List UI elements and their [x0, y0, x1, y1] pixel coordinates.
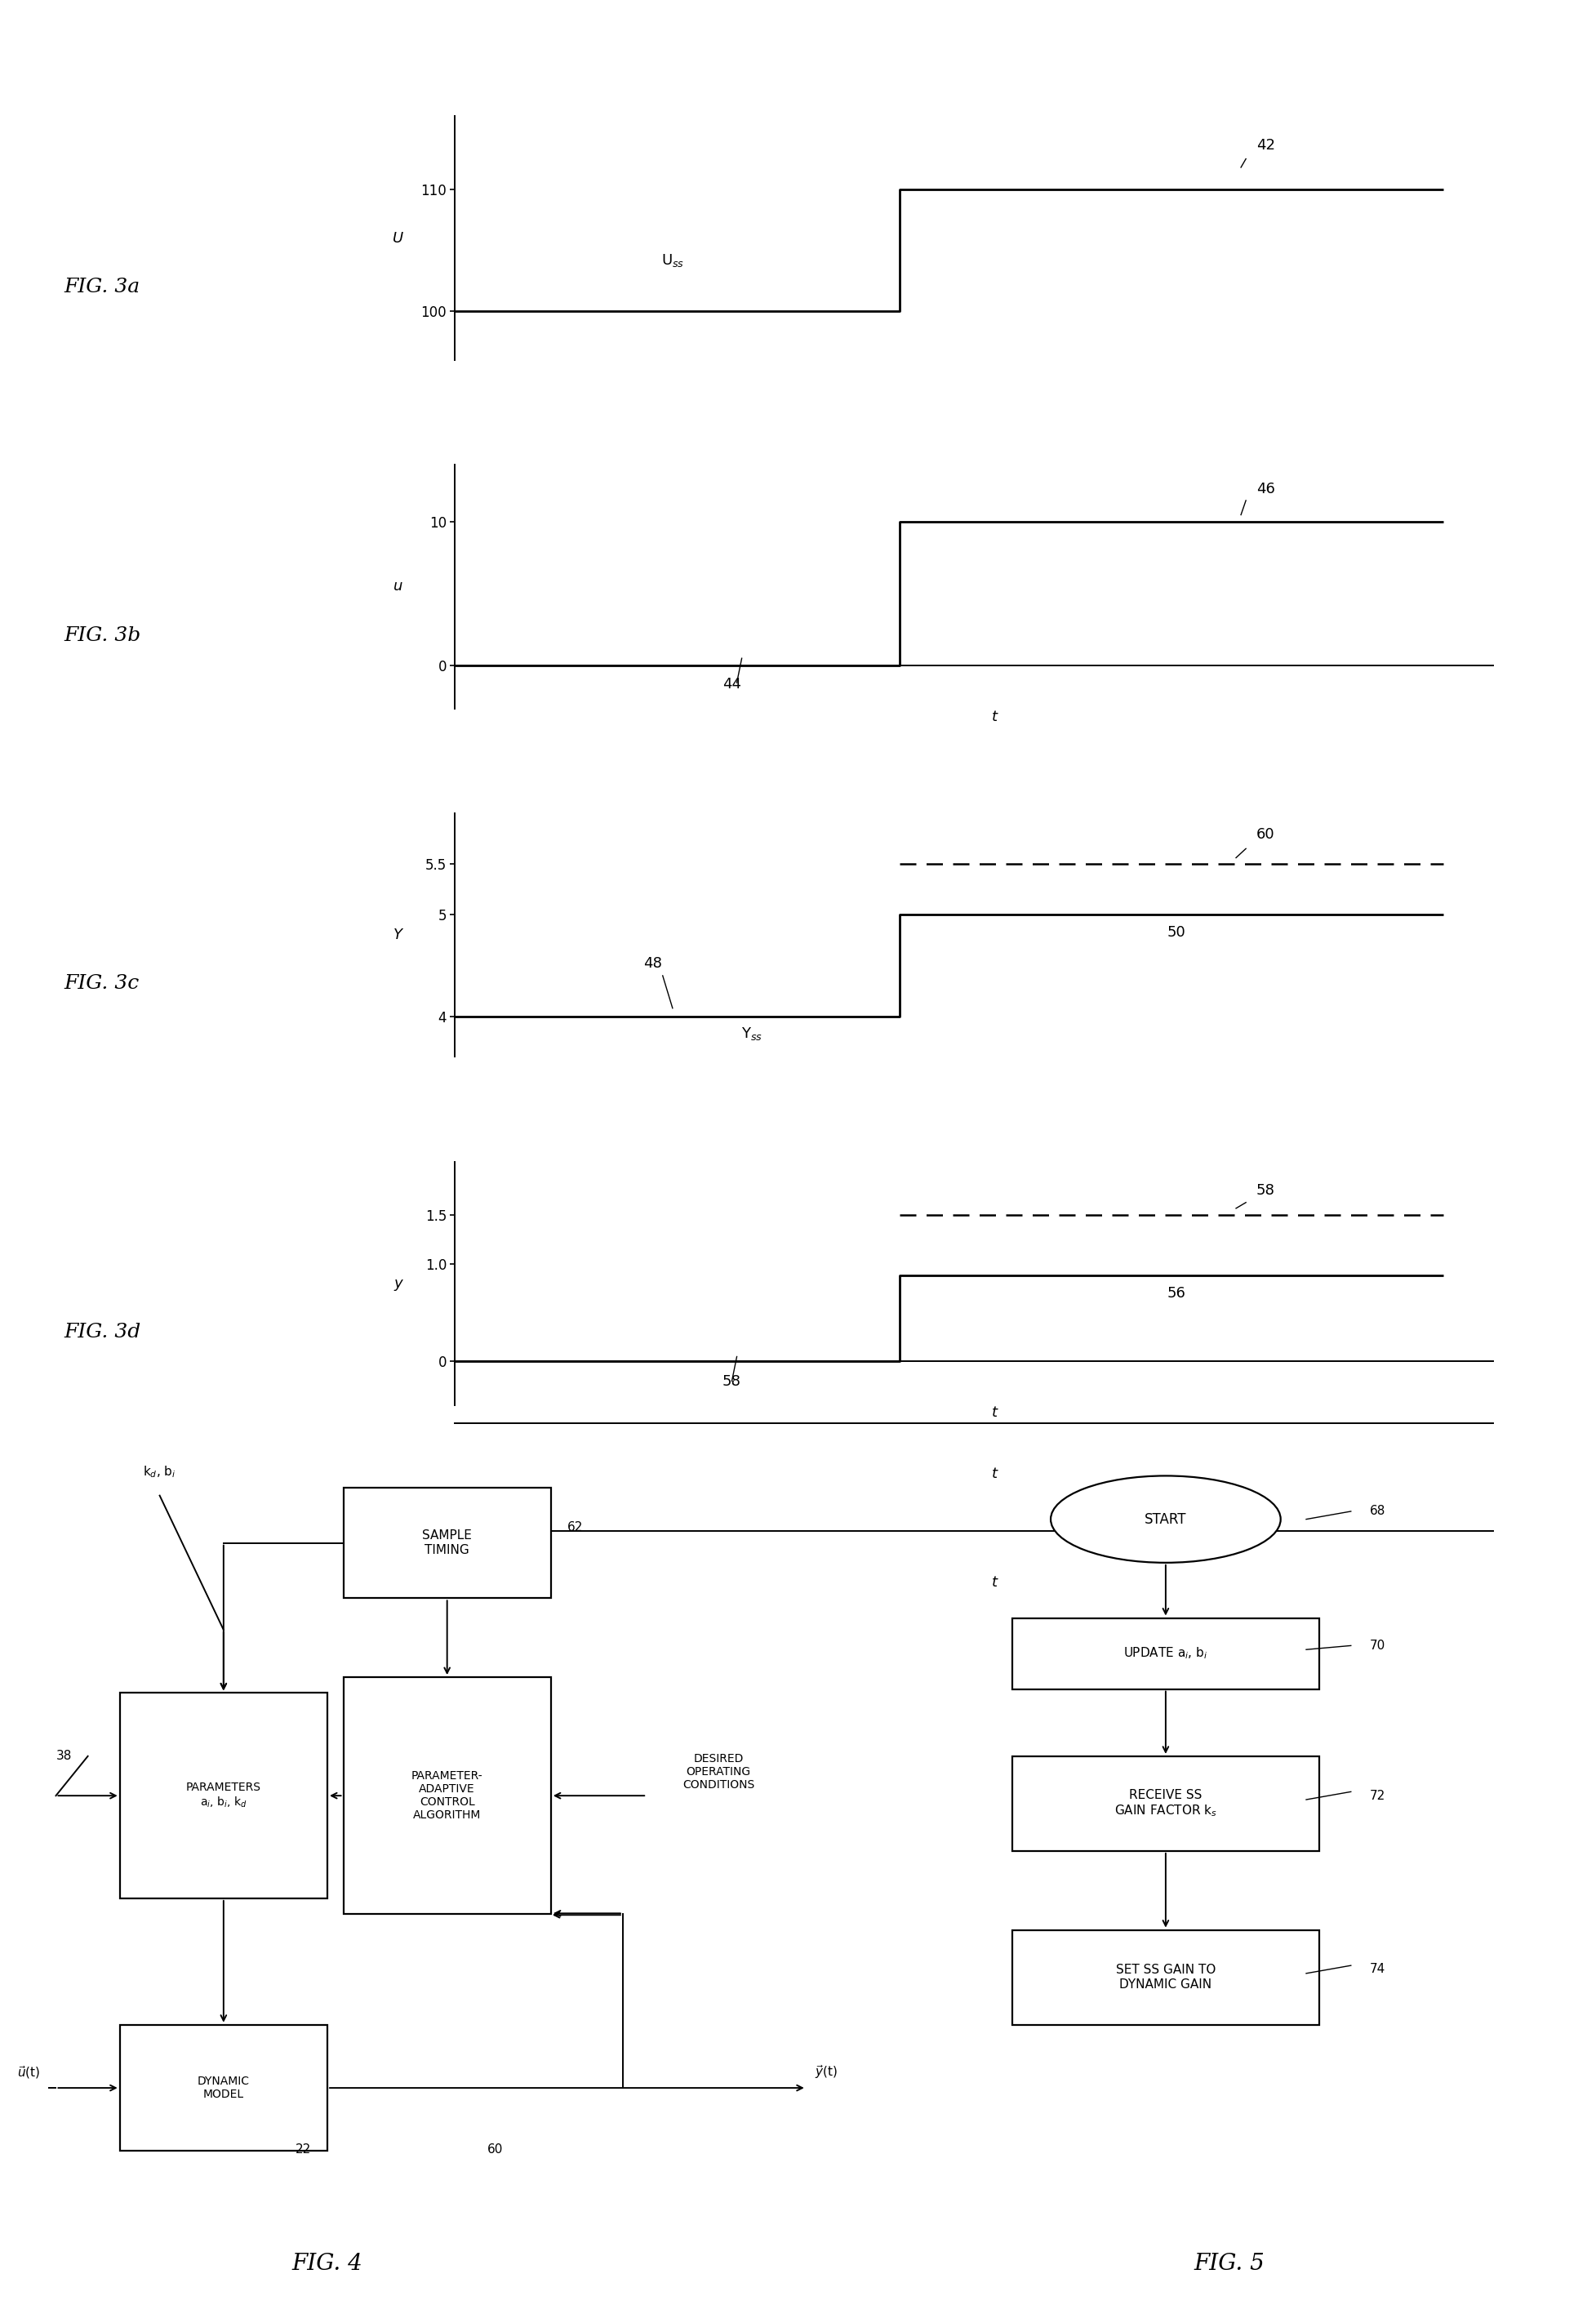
- Text: FIG. 4: FIG. 4: [292, 2253, 362, 2274]
- Text: $\vec{u}$(t): $\vec{u}$(t): [18, 2063, 40, 2081]
- Text: SET SS GAIN TO
DYNAMIC GAIN: SET SS GAIN TO DYNAMIC GAIN: [1116, 1965, 1215, 1991]
- Text: 68: 68: [1369, 1505, 1385, 1517]
- Text: 60: 60: [487, 2144, 503, 2156]
- Text: y: y: [394, 1275, 402, 1292]
- Text: DESIRED
OPERATING
CONDITIONS: DESIRED OPERATING CONDITIONS: [681, 1754, 755, 1791]
- Text: 62: 62: [567, 1522, 583, 1533]
- Text: 74: 74: [1369, 1963, 1385, 1975]
- Text: t: t: [991, 1466, 998, 1482]
- Text: t: t: [991, 709, 998, 725]
- Text: 48: 48: [643, 955, 662, 971]
- Text: 44: 44: [721, 676, 741, 692]
- Text: u: u: [393, 578, 402, 595]
- Text: FIG. 3a: FIG. 3a: [64, 276, 140, 297]
- Text: START: START: [1144, 1512, 1186, 1526]
- Text: PARAMETER-
ADAPTIVE
CONTROL
ALGORITHM: PARAMETER- ADAPTIVE CONTROL ALGORITHM: [412, 1770, 482, 1821]
- FancyBboxPatch shape: [1012, 1756, 1318, 1851]
- Text: 60: 60: [1256, 827, 1274, 841]
- FancyBboxPatch shape: [120, 1693, 327, 1898]
- FancyBboxPatch shape: [1012, 1930, 1318, 2026]
- FancyBboxPatch shape: [120, 2026, 327, 2151]
- Text: 58: 58: [1256, 1182, 1274, 1199]
- Text: 72: 72: [1369, 1789, 1385, 1803]
- Text: DYNAMIC
MODEL: DYNAMIC MODEL: [198, 2074, 249, 2100]
- Text: $\vec{y}$(t): $\vec{y}$(t): [814, 2063, 836, 2081]
- Text: SAMPLE
TIMING: SAMPLE TIMING: [421, 1531, 472, 1556]
- Text: t: t: [991, 1575, 998, 1589]
- Text: FIG. 3d: FIG. 3d: [64, 1322, 140, 1343]
- Text: Y: Y: [393, 927, 402, 943]
- Text: 42: 42: [1256, 137, 1274, 153]
- Text: UPDATE a$_i$, b$_i$: UPDATE a$_i$, b$_i$: [1124, 1647, 1207, 1661]
- FancyBboxPatch shape: [1012, 1617, 1318, 1689]
- Text: t: t: [991, 1405, 998, 1419]
- Text: 50: 50: [1167, 925, 1186, 941]
- Text: U: U: [393, 230, 404, 246]
- Text: 46: 46: [1256, 481, 1274, 497]
- Text: FIG. 3b: FIG. 3b: [64, 625, 140, 646]
- Text: k$_d$, b$_i$: k$_d$, b$_i$: [144, 1463, 176, 1480]
- Text: FIG. 5: FIG. 5: [1194, 2253, 1264, 2274]
- Text: 56: 56: [1167, 1287, 1186, 1301]
- Text: Y$_{ss}$: Y$_{ss}$: [741, 1024, 761, 1041]
- Text: U$_{ss}$: U$_{ss}$: [661, 253, 683, 269]
- Ellipse shape: [1050, 1475, 1280, 1563]
- FancyBboxPatch shape: [343, 1677, 551, 1914]
- Text: 38: 38: [56, 1749, 72, 1763]
- Text: 22: 22: [295, 2144, 311, 2156]
- Text: 70: 70: [1369, 1640, 1385, 1652]
- FancyBboxPatch shape: [343, 1487, 551, 1598]
- Text: 58: 58: [721, 1375, 741, 1389]
- Text: RECEIVE SS
GAIN FACTOR k$_s$: RECEIVE SS GAIN FACTOR k$_s$: [1114, 1789, 1216, 1819]
- Text: PARAMETERS
a$_i$, b$_i$, k$_d$: PARAMETERS a$_i$, b$_i$, k$_d$: [185, 1782, 262, 1810]
- Text: FIG. 3c: FIG. 3c: [64, 973, 139, 994]
